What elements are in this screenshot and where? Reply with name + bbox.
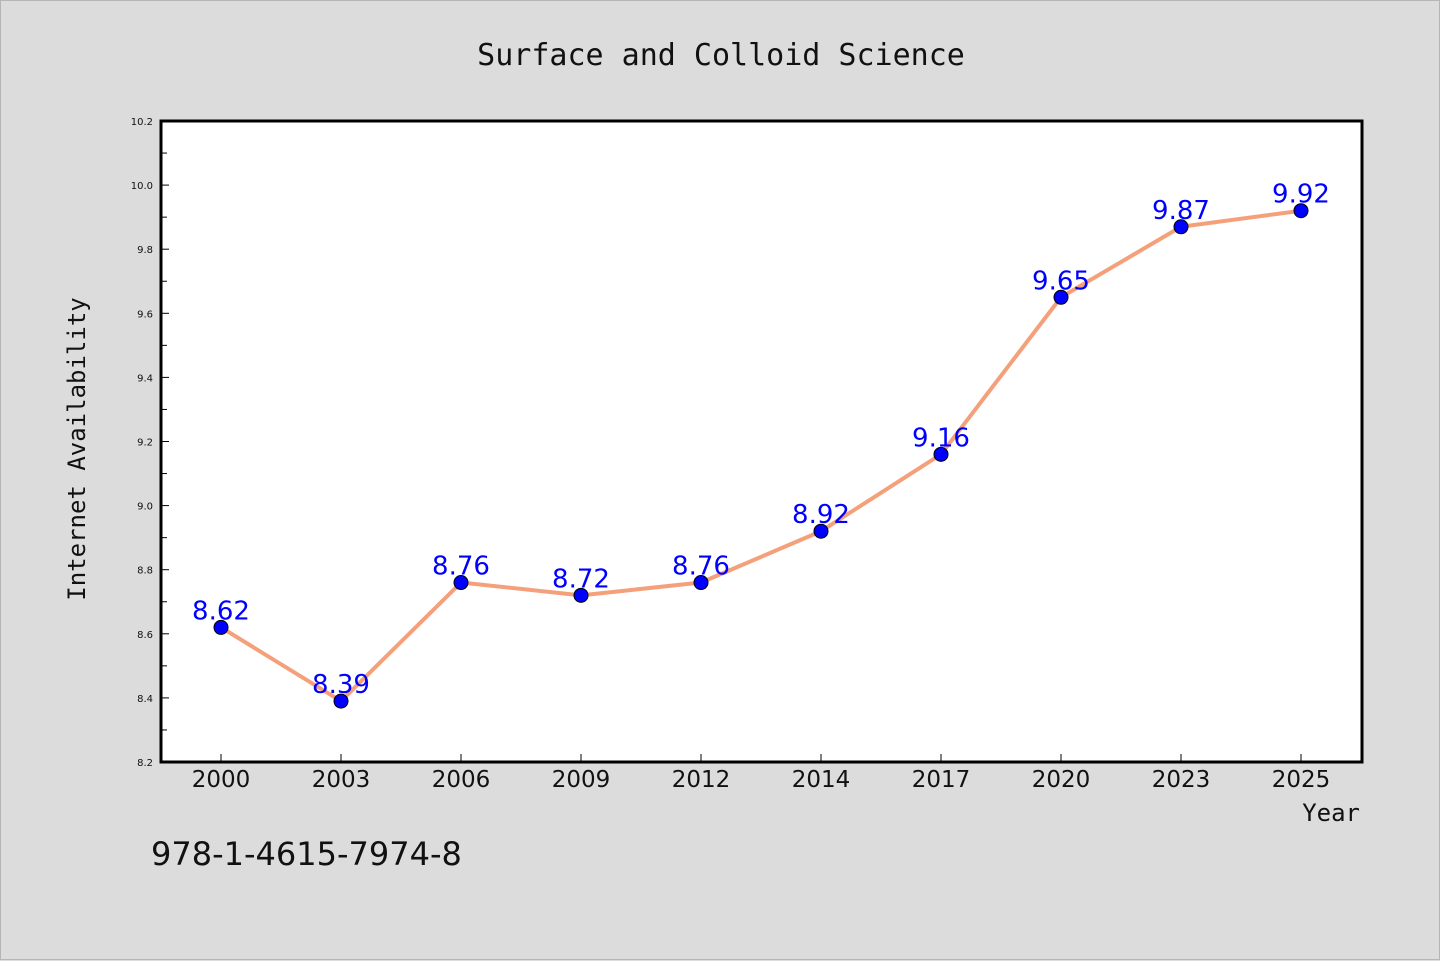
y-tick-label: 9.8 xyxy=(137,245,153,256)
data-point xyxy=(453,575,469,591)
data-label: 8.39 xyxy=(312,670,370,700)
x-axis: 2000 2003 2006 2009 2012 2014 2017 2020 2023 2025 xyxy=(192,754,1331,793)
x-tick-label: 2009 xyxy=(552,767,611,793)
isbn-caption: 978-1-4615-7974-8 xyxy=(151,835,462,873)
data-label: 8.92 xyxy=(792,500,850,530)
x-tick-label: 2014 xyxy=(792,767,851,793)
data-point xyxy=(933,446,949,462)
data-point xyxy=(1053,289,1069,305)
y-tick-label: 9.0 xyxy=(137,502,153,513)
y-tick-label: 8.2 xyxy=(137,758,153,769)
x-axis-label: Year xyxy=(1302,799,1360,827)
data-point xyxy=(573,587,589,603)
data-point xyxy=(213,619,229,635)
data-label: 8.72 xyxy=(552,564,610,594)
x-tick-label: 2000 xyxy=(192,767,251,793)
plot-area xyxy=(161,121,1362,762)
y-tick-label: 10.2 xyxy=(131,117,153,128)
y-tick-label: 8.8 xyxy=(137,566,153,577)
x-tick-label: 2023 xyxy=(1152,767,1211,793)
x-tick-label: 2020 xyxy=(1032,767,1091,793)
data-label: 8.76 xyxy=(432,552,490,582)
data-label: 8.62 xyxy=(192,596,250,626)
y-tick-label: 10.0 xyxy=(131,181,153,192)
y-axis-label: Internet Availability xyxy=(63,297,91,600)
y-tick-label: 9.2 xyxy=(137,438,153,449)
data-label: 9.16 xyxy=(912,423,970,453)
data-label: 9.87 xyxy=(1152,196,1210,226)
data-point xyxy=(1293,203,1309,219)
data-point xyxy=(813,523,829,539)
series-layer xyxy=(213,203,1309,709)
data-label: 9.65 xyxy=(1032,266,1090,296)
series-line xyxy=(219,208,1302,704)
x-tick-label: 2025 xyxy=(1272,767,1331,793)
data-label: 8.76 xyxy=(672,552,730,582)
y-tick-label: 8.6 xyxy=(137,630,153,641)
data-labels: 8.62 8.39 8.76 8.72 8.76 8.92 9.16 9.65 9.87 9.92 xyxy=(192,180,1330,700)
x-tick-label: 2017 xyxy=(912,767,971,793)
data-point xyxy=(1173,219,1189,235)
y-tick-label: 9.6 xyxy=(137,309,153,320)
x-tick-label: 2006 xyxy=(432,767,491,793)
plot-border xyxy=(159,119,1364,764)
data-label: 9.92 xyxy=(1272,180,1330,210)
x-tick-label: 2003 xyxy=(312,767,371,793)
y-tick-label: 9.4 xyxy=(137,373,153,384)
data-point xyxy=(333,693,349,709)
y-tick-label: 8.4 xyxy=(137,694,153,705)
chart-title: Surface and Colloid Science xyxy=(477,38,965,73)
x-tick-label: 2012 xyxy=(672,767,731,793)
data-point xyxy=(693,575,709,591)
